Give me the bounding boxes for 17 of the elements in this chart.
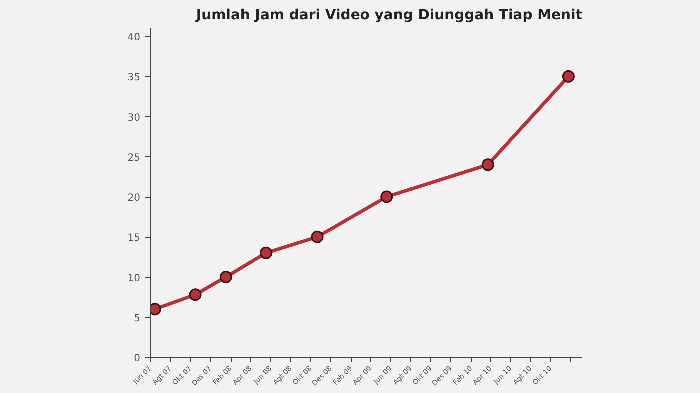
y-tick-label: 5 xyxy=(134,313,141,324)
point xyxy=(482,158,494,172)
point xyxy=(260,246,272,260)
chart-title: Jumlah Jam dari Video yang Diunggah Tiap Menit xyxy=(195,8,583,24)
point xyxy=(562,70,575,83)
y-tick-label: 20 xyxy=(128,193,141,204)
y-tick-label: 15 xyxy=(128,233,141,244)
point xyxy=(220,271,232,284)
y-tick-label: 0 xyxy=(134,354,141,364)
y-tick-label: 25 xyxy=(128,152,141,164)
y-tick-label: 35 xyxy=(128,72,141,84)
y-tick-label: 10 xyxy=(128,273,141,284)
point xyxy=(380,190,394,204)
point xyxy=(189,288,202,302)
y-tick-label: 30 xyxy=(128,112,141,124)
y-tick-label: 40 xyxy=(128,32,141,44)
point xyxy=(311,230,324,244)
